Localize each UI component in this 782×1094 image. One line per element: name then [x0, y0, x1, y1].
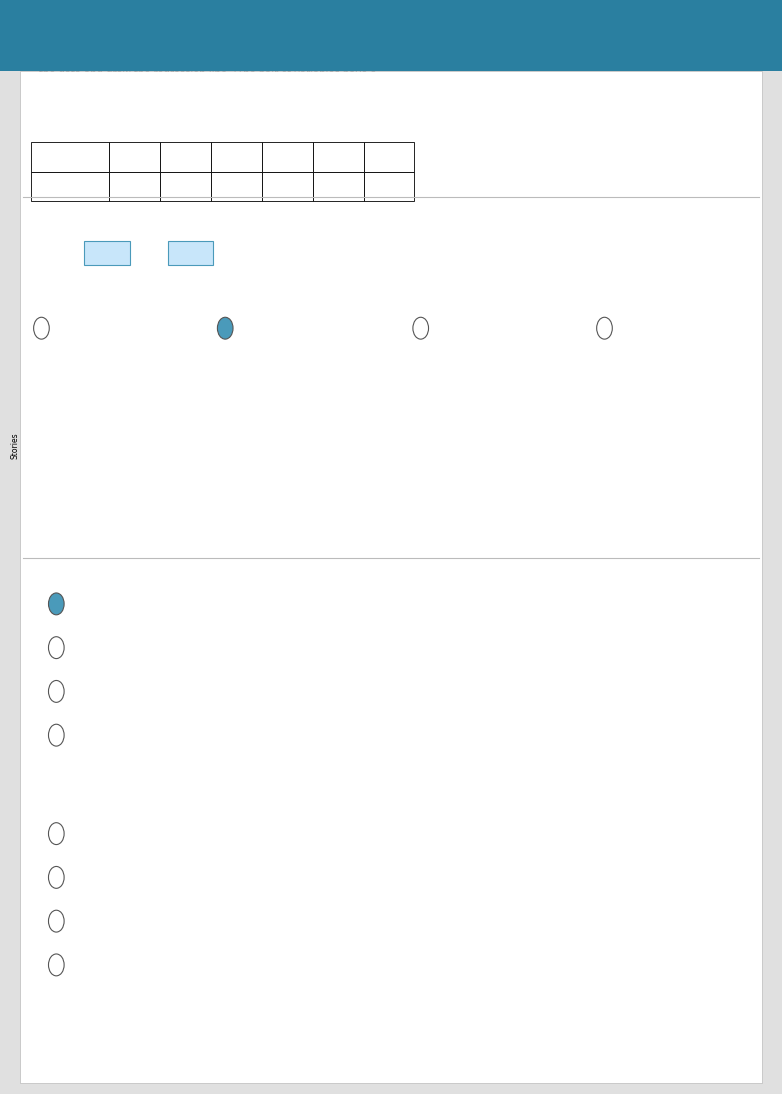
Text: 39: 39 — [332, 182, 344, 191]
Text: D.   not meaningful: D. not meaningful — [74, 730, 185, 741]
Text: (c) x = 315 feet   (d) x = 731 feet: (c) x = 315 feet (d) x = 731 feet — [450, 170, 618, 179]
Point — [678, 386, 691, 404]
Point — [303, 414, 316, 431]
Text: B.   48: B. 48 — [74, 642, 111, 653]
Point — [86, 454, 99, 472]
Text: 44: 44 — [231, 182, 242, 191]
Text: ✓: ✓ — [53, 600, 59, 608]
Text: Choose the correct graph below.: Choose the correct graph below. — [39, 302, 224, 312]
Point — [702, 437, 715, 455]
Text: D.: D. — [615, 323, 628, 334]
Text: B.   41: B. 41 — [74, 872, 111, 883]
Point — [331, 380, 343, 397]
Point — [109, 427, 121, 444]
Text: 519: 519 — [227, 152, 246, 162]
Text: 491: 491 — [328, 152, 348, 162]
X-axis label: Height (feet): Height (feet) — [650, 560, 699, 569]
Text: 0.048: 0.048 — [88, 246, 126, 259]
X-axis label: Height (feet): Height (feet) — [87, 560, 136, 569]
Text: 53: 53 — [129, 182, 141, 191]
Text: ): ) — [217, 235, 222, 249]
Text: ŷ =: ŷ = — [43, 235, 67, 249]
Text: 775: 775 — [125, 152, 145, 162]
Text: A.   41: A. 41 — [74, 598, 116, 609]
Text: 619: 619 — [176, 152, 196, 162]
Point — [695, 420, 708, 438]
X-axis label: Height (feet): Height (feet) — [271, 560, 320, 569]
Text: Find the regression equation.: Find the regression equation. — [39, 208, 206, 218]
Point — [465, 470, 478, 488]
Text: Find the equation of the regression line for the given data. Then construct a sc: Find the equation of the regression line… — [39, 53, 491, 62]
Text: 474: 474 — [379, 152, 399, 162]
Text: B.: B. — [236, 323, 247, 334]
Text: 508: 508 — [278, 152, 297, 162]
Text: A.   32: A. 32 — [74, 828, 111, 839]
Text: the data and draw the regression line. (The pair of variables have a: the data and draw the regression line. (… — [39, 70, 377, 80]
Point — [361, 360, 373, 377]
Y-axis label: Stories: Stories — [389, 432, 399, 459]
Text: (a) x = 499 feet   (b) x = 645 feet: (a) x = 499 feet (b) x = 645 feet — [450, 148, 618, 158]
Text: C.: C. — [432, 323, 443, 334]
Text: Stories, y: Stories, y — [48, 182, 93, 191]
Point — [95, 444, 108, 462]
Text: significant correlation.) Then use the regression equation to predict the value : significant correlation.) Then use the r… — [39, 86, 493, 96]
Point — [687, 404, 700, 421]
Text: C.   48: C. 48 — [74, 916, 111, 927]
Text: C.   52: C. 52 — [74, 686, 111, 697]
Point — [312, 389, 325, 407]
Point — [447, 404, 459, 421]
Point — [532, 454, 544, 472]
Point — [475, 370, 487, 387]
Point — [124, 407, 137, 424]
Point — [722, 470, 734, 488]
Text: x + (: x + ( — [133, 235, 167, 249]
Text: number of stories of six notable buildings in a city.: number of stories of six notable buildin… — [39, 120, 292, 130]
Text: 16.60: 16.60 — [172, 246, 210, 259]
Y-axis label: Stories: Stories — [10, 432, 20, 459]
Text: (b) Predict the value of y for x = 645. Choose the correct answer below.: (b) Predict the value of y for x = 645. … — [39, 799, 448, 808]
Y-axis label: Stories: Stories — [573, 432, 583, 459]
Text: (a) Predict the value of y for x = 499. Choose the correct answer below.: (a) Predict the value of y for x = 499. … — [39, 569, 448, 579]
Point — [513, 386, 526, 404]
Point — [712, 454, 725, 472]
Point — [307, 407, 319, 424]
Text: 42: 42 — [282, 182, 293, 191]
Text: A.: A. — [52, 323, 63, 334]
Text: 47: 47 — [180, 182, 192, 191]
Point — [102, 437, 114, 455]
Point — [117, 417, 129, 434]
Text: D.   not meaningful: D. not meaningful — [74, 959, 185, 970]
Text: of the given x-values, if meaningful. The table below shows the heights (in feet: of the given x-values, if meaningful. Th… — [39, 104, 481, 114]
X-axis label: Height (feet): Height (feet) — [466, 560, 515, 569]
Point — [504, 437, 516, 455]
Text: 37: 37 — [383, 182, 395, 191]
Text: (Round the slope to three decimal places as needed. Round the y-intercept to two: (Round the slope to three decimal places… — [39, 266, 448, 276]
Point — [310, 396, 322, 414]
Text: decimal places as needed.): decimal places as needed.) — [39, 283, 176, 293]
Text: ✓: ✓ — [222, 324, 228, 333]
Y-axis label: Stories: Stories — [194, 432, 203, 459]
Text: Height, x: Height, x — [46, 152, 95, 162]
